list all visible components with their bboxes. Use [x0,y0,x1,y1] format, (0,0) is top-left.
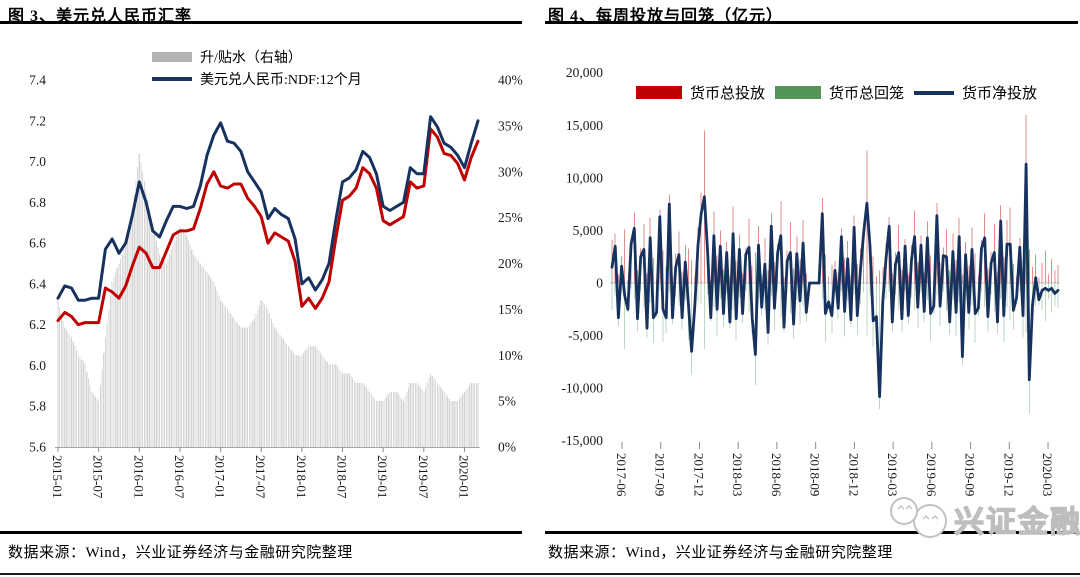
svg-text:0: 0 [596,276,603,291]
injection-bar-swatch [636,86,682,99]
usdcny-ndf-12m-line [56,115,480,302]
withdrawal-legend-label: 货币总回笼 [829,86,905,102]
figure-3-panel: 图 3、美元兑人民币汇率 升/贴水（右轴） 美元兑人民币:NDF:12个月 数据… [0,8,522,561]
svg-text:2017-12: 2017-12 [691,453,706,496]
ndf-line-swatch [152,77,192,81]
svg-text:-15,000: -15,000 [561,433,603,448]
svg-text:15,000: 15,000 [566,118,603,133]
svg-text:5,000: 5,000 [573,223,604,238]
svg-text:2017-07: 2017-07 [253,455,268,499]
omo-x-axis: 2017-06 2017-09 2017-12 2018-03 2018-06 2018-… [614,442,1055,497]
brand-watermark: 兴证金融 [890,497,1080,540]
svg-text:6.4: 6.4 [29,276,46,291]
net-legend-label: 货币净投放 [962,86,1038,102]
premium-bar-swatch [152,52,192,62]
svg-text:25%: 25% [498,210,523,225]
svg-text:2018-01: 2018-01 [294,455,309,498]
fx-right-axis-labels: 40% 35% 30% 25% 20% 15% 10% 5% 0% [498,73,523,455]
svg-text:2017-09: 2017-09 [653,453,668,496]
svg-text:6.8: 6.8 [29,195,46,210]
svg-text:-5,000: -5,000 [568,328,603,343]
legend-item-net: 货币净投放 [914,82,1037,103]
svg-text:6.0: 6.0 [29,358,46,373]
svg-text:2018-06: 2018-06 [769,453,784,497]
injection-legend-label: 货币总投放 [690,86,766,102]
svg-text:7.0: 7.0 [29,154,46,169]
svg-text:2016-07: 2016-07 [172,455,187,499]
premium-legend-label: 升/贴水（右轴） [200,51,302,66]
svg-text:2019-01: 2019-01 [375,455,390,498]
figure-3-legend: 升/贴水（右轴） 美元兑人民币:NDF:12个月 [152,46,362,90]
svg-text:2017-01: 2017-01 [213,455,228,498]
svg-text:7.4: 7.4 [29,73,46,88]
svg-text:2019-07: 2019-07 [416,455,431,499]
svg-text:2019-12: 2019-12 [1001,453,1016,496]
svg-text:6.6: 6.6 [29,236,46,251]
figure-3-title-rule [0,21,522,24]
legend-item-injection: 货币总投放 [636,82,765,103]
usdcny-spot-line [56,127,480,327]
svg-text:2019-03: 2019-03 [885,453,900,496]
svg-text:7.2: 7.2 [29,113,46,128]
ndf-legend-label: 美元兑人民币:NDF:12个月 [200,73,362,88]
svg-text:20%: 20% [498,256,523,271]
svg-text:-10,000: -10,000 [561,381,603,396]
svg-text:2018-09: 2018-09 [808,453,823,496]
fx-x-axis: 2015-01 2015-07 2016-01 2016-07 2017-01 2017-… [50,447,480,499]
figure-3-title: 图 3、美元兑人民币汇率 [8,8,193,25]
svg-text:2020-03: 2020-03 [1040,453,1055,496]
legend-item-withdrawal: 货币总回笼 [775,82,904,103]
svg-text:35%: 35% [498,118,523,133]
svg-text:2019-06: 2019-06 [924,453,939,497]
svg-text:5.6: 5.6 [29,440,46,455]
figure-4-legend: 货币总投放 货币总回笼 货币净投放 [636,82,1047,103]
svg-text:20,000: 20,000 [566,65,603,80]
net-injection-line [610,162,1060,399]
figure-4-title: 图 4、每周投放与回笼（亿元） [548,8,784,25]
svg-text:2015-01: 2015-01 [50,455,65,498]
omo-y-axis-labels: 20,000 15,000 10,000 5,000 0 -5,000 -10,000 -15… [561,65,603,448]
watermark-text: 兴证金融 [954,505,1080,539]
svg-text:2020-01: 2020-01 [456,455,471,498]
legend-item-premium: 升/贴水（右轴） [152,46,362,68]
svg-text:10,000: 10,000 [566,170,603,185]
svg-text:40%: 40% [498,73,523,88]
svg-text:2015-07: 2015-07 [91,455,106,499]
svg-text:30%: 30% [498,164,523,179]
figure-3-source: 数据来源：Wind，兴业证券经济与金融研究院整理 [8,545,353,561]
figure-4-title-rule [545,21,1078,24]
svg-text:2016-01: 2016-01 [131,455,146,498]
svg-text:2018-12: 2018-12 [846,453,861,496]
figure-4-source: 数据来源：Wind，兴业证券经济与金融研究院整理 [548,545,893,561]
svg-text:10%: 10% [498,348,523,363]
svg-text:2018-07: 2018-07 [335,455,350,499]
svg-text:2017-06: 2017-06 [614,453,629,497]
svg-text:0%: 0% [498,440,516,455]
premium-discount-bars [57,153,479,448]
svg-text:6.2: 6.2 [29,317,46,332]
svg-text:5.8: 5.8 [29,399,46,414]
fx-left-axis-labels: 7.4 7.2 7.0 6.8 6.6 6.4 6.2 6.0 5.8 5.6 [29,73,46,455]
withdrawal-bar-swatch [775,86,822,99]
svg-text:2019-09: 2019-09 [963,453,978,496]
net-line-swatch [914,90,955,95]
legend-item-ndf: 美元兑人民币:NDF:12个月 [152,68,362,90]
svg-text:2018-03: 2018-03 [730,453,745,496]
page-bottom-rule [0,573,1080,575]
svg-text:15%: 15% [498,302,523,317]
figure-3-bottom-rule [0,531,522,534]
wechat-chat-bubbles-icon [890,497,947,538]
svg-text:5%: 5% [498,394,516,409]
figure-4-panel: 图 4、每周投放与回笼（亿元） 货币总投放 货币总回笼 货币净投放 数据来源：W… [540,0,1080,577]
figure-4-bottom-rule [545,531,1078,534]
